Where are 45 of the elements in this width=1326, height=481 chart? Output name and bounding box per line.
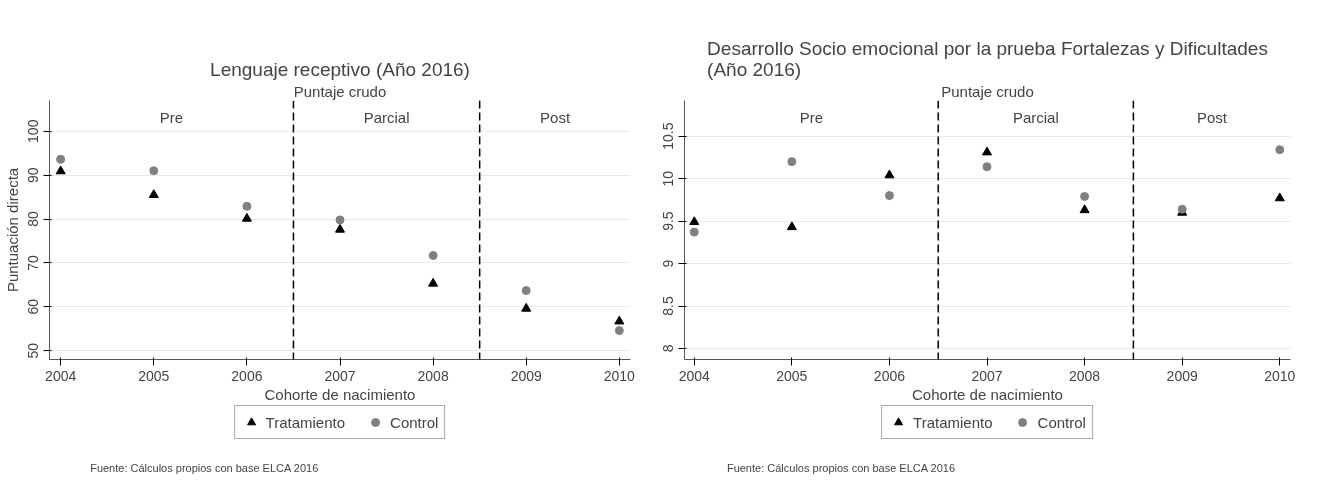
x-tick-label: 2009 — [510, 367, 542, 384]
legend-label: Tratamiento — [265, 413, 346, 431]
x-axis-title: Cohorte de nacimiento — [264, 385, 416, 403]
y-tick-label: 60 — [25, 298, 42, 315]
annotation: Post — [1196, 108, 1228, 126]
x-tick-label: 2004 — [678, 367, 711, 384]
y-tick-label: 10 — [660, 170, 677, 187]
x-tick-label: 2008 — [1069, 367, 1101, 384]
annotation: Parcial — [1012, 108, 1059, 126]
y-tick-label: 8 — [660, 344, 677, 353]
chart-title: Lenguaje receptivo (Año 2016) — [210, 58, 470, 80]
x-axis-title: Cohorte de nacimiento — [912, 385, 1063, 403]
chart-subtitle: Puntaje crudo — [293, 82, 387, 100]
chart-subtitle: Puntaje crudo — [941, 82, 1034, 100]
x-tick-label: 2006 — [231, 367, 263, 384]
chart-title: Desarrollo Socio emocional por la prueba Fortalezas y Dificultades (Año 2016) — [707, 37, 1268, 80]
x-tick-label: 2008 — [417, 367, 449, 384]
y-tick-label: 100 — [25, 119, 42, 143]
source-note: Fuente: Cálculos propios con base ELCA 2016 — [90, 462, 319, 475]
source-note: Fuente: Cálculos propios con base ELCA 2016 — [726, 462, 956, 475]
x-tick-label: 2010 — [603, 367, 636, 384]
y-axis-title: Puntuación directa — [3, 167, 21, 293]
annotation: Post — [540, 108, 571, 126]
x-tick-label: 2009 — [1166, 367, 1198, 384]
x-tick-label: 2007 — [324, 367, 356, 384]
x-tick-label: 2005 — [138, 367, 170, 384]
x-tick-label: 2010 — [1264, 367, 1296, 384]
y-tick-label: 9.5 — [660, 211, 677, 231]
annotation: Pre — [159, 108, 184, 126]
annotation: Pre — [799, 108, 824, 126]
legend-label: Control — [390, 413, 439, 431]
legend-label: Tratamiento — [913, 413, 993, 431]
y-tick-label: 10.5 — [660, 122, 677, 150]
x-tick-label: 2004 — [45, 367, 77, 384]
y-tick-label: 80 — [25, 211, 42, 227]
annotation: Parcial — [363, 108, 410, 126]
y-tick-label: 70 — [25, 254, 42, 271]
y-tick-label: 8.5 — [660, 296, 677, 316]
legend-label: Control — [1037, 413, 1086, 431]
y-tick-label: 9 — [660, 259, 677, 268]
x-tick-label: 2007 — [971, 367, 1003, 384]
x-tick-label: 2005 — [776, 367, 808, 384]
x-tick-label: 2006 — [873, 367, 906, 384]
y-tick-label: 50 — [25, 342, 42, 359]
y-tick-label: 90 — [25, 167, 42, 183]
